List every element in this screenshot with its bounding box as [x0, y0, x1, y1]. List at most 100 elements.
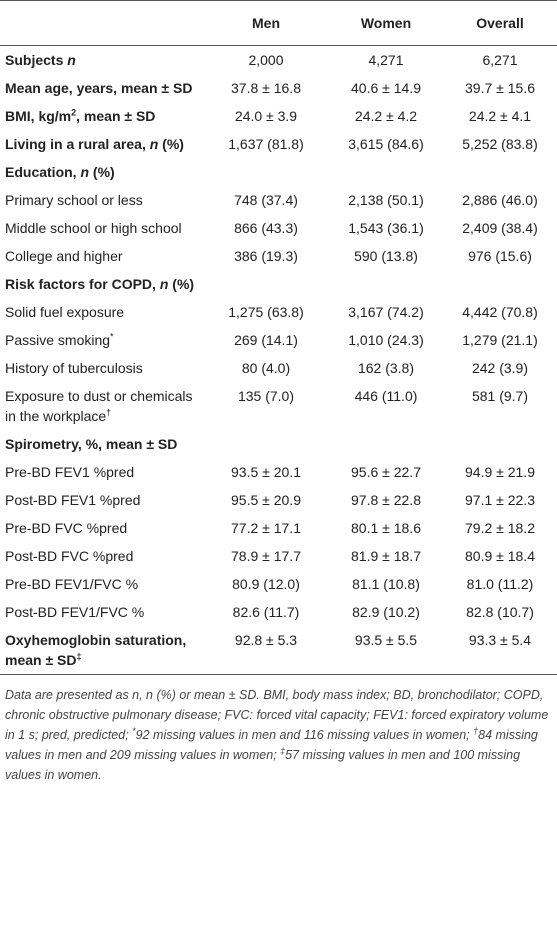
superscript: ‡	[280, 745, 286, 756]
text: Pre-BD FEV1/FVC %	[5, 576, 139, 592]
superscript: ‡	[76, 651, 82, 662]
row-label: Living in a rural area, n (%)	[0, 130, 203, 158]
cell: 93.5 ± 20.1	[231, 464, 301, 480]
row-label: Mean age, years, mean ± SD	[0, 74, 203, 102]
cell: 39.7 ± 15.6	[465, 80, 535, 96]
text: Oxyhemoglobin saturation, mean ± SD	[5, 632, 187, 668]
cell: 1,279 (21.1)	[462, 332, 538, 348]
table-row: Exposure to dust or chemicals in the wor…	[0, 382, 557, 430]
text: History of tuberculosis	[5, 360, 143, 376]
text: 92 missing values in men and 116 missing…	[135, 728, 474, 742]
cell: 1,543 (36.1)	[348, 220, 424, 236]
text: (%)	[158, 136, 184, 152]
cell: 40.6 ± 14.9	[351, 80, 421, 96]
table-row: Mean age, years, mean ± SD 37.8 ± 16.8 40.…	[0, 74, 557, 102]
superscript: †	[106, 407, 112, 418]
text: (%)	[168, 276, 195, 292]
superscript: †	[473, 725, 479, 736]
row-label: College and higher	[0, 242, 203, 270]
table-row: College and higher 386 (19.3) 590 (13.8) 97…	[0, 242, 557, 270]
italic-text: n	[80, 164, 90, 180]
row-label: History of tuberculosis	[0, 354, 203, 382]
table-row: Solid fuel exposure 1,275 (63.8) 3,167 (74…	[0, 298, 557, 326]
text: Risk factors for COPD,	[5, 276, 160, 292]
cell: 581 (9.7)	[471, 388, 529, 404]
row-label: Exposure to dust or chemicals in the wor…	[0, 382, 203, 430]
italic-text: n	[67, 52, 76, 68]
row-label: Solid fuel exposure	[0, 298, 203, 326]
superscript: 2	[71, 107, 77, 118]
header-row: Men Women Overall	[0, 0, 557, 46]
row-label: Pre-BD FEV1/FVC %	[0, 570, 203, 598]
cell: 78.9 ± 17.7	[231, 548, 301, 564]
row-label: Post-BD FVC %pred	[0, 542, 203, 570]
cell: 748 (37.4)	[234, 192, 298, 208]
cell: 2,886 (46.0)	[462, 192, 538, 208]
cell: 97.1 ± 22.3	[465, 492, 535, 508]
cell: 2,138 (50.1)	[348, 192, 424, 208]
cell: 2,409 (38.4)	[462, 220, 538, 236]
cell	[203, 270, 329, 298]
cell: 77.2 ± 17.1	[231, 520, 301, 536]
cell: 135 (7.0)	[237, 388, 295, 404]
cell: 93.5 ± 5.5	[354, 632, 418, 648]
cell: 5,252 (83.8)	[462, 136, 538, 152]
cell: 80.1 ± 18.6	[351, 520, 421, 536]
text: Solid fuel exposure	[5, 304, 125, 320]
text: Pre-BD FEV1 %pred	[5, 464, 135, 480]
cell	[203, 430, 329, 458]
table-row: Primary school or less 748 (37.4) 2,138 (5…	[0, 186, 557, 214]
cell: 81.1 (10.8)	[352, 576, 420, 592]
cell: 80.9 ± 18.4	[465, 548, 535, 564]
text: 57 missing values in men and 100 missing…	[5, 748, 521, 782]
table-row: Subjects n 2,000 4,271 6,271	[0, 46, 557, 75]
cell: 80.9 (12.0)	[232, 576, 300, 592]
cell: 24.2 ± 4.2	[354, 108, 418, 124]
table-row: Education, n (%)	[0, 158, 557, 186]
text: Living in a rural area,	[5, 136, 150, 152]
cell: 1,010 (24.3)	[348, 332, 424, 348]
row-label: Primary school or less	[0, 186, 203, 214]
text: Middle school or high school	[5, 220, 182, 236]
text: Post-BD FEV1/FVC %	[5, 604, 145, 620]
cell	[329, 430, 443, 458]
text: Exposure to dust or chemicals in the wor…	[5, 388, 193, 424]
text: 84 missing values in men and 209 missing…	[5, 728, 538, 762]
table-row: Pre-BD FEV1 %pred 93.5 ± 20.1 95.6 ± 22.7 9…	[0, 458, 557, 486]
superscript: *	[132, 725, 136, 736]
cell	[203, 158, 329, 186]
table-row: BMI, kg/m2, mean ± SD 24.0 ± 3.9 24.2 ± 4.…	[0, 102, 557, 130]
cell	[443, 270, 557, 298]
cell: 1,637 (81.8)	[228, 136, 304, 152]
cell: 4,271	[368, 52, 404, 68]
cell: 81.9 ± 18.7	[351, 548, 421, 564]
text: Post-BD FVC %pred	[5, 548, 134, 564]
cell: 3,615 (84.6)	[348, 136, 424, 152]
row-label: Passive smoking*	[0, 326, 203, 354]
table-row: Post-BD FEV1 %pred 95.5 ± 20.9 97.8 ± 22.8…	[0, 486, 557, 514]
text: Post-BD FEV1 %pred	[5, 492, 141, 508]
cell: 1,275 (63.8)	[228, 304, 304, 320]
cell: 93.3 ± 5.4	[468, 632, 532, 648]
cell: 95.5 ± 20.9	[231, 492, 301, 508]
cell: 242 (3.9)	[471, 360, 529, 376]
text: Data are presented as n, n (%) or mean ±…	[5, 688, 549, 742]
text: Passive smoking	[5, 332, 111, 348]
cell: 6,271	[482, 52, 518, 68]
italic-text: n	[159, 276, 169, 292]
table-row: Risk factors for COPD, n (%)	[0, 270, 557, 298]
cell: 95.6 ± 22.7	[351, 464, 421, 480]
table-row: Middle school or high school 866 (43.3) 1,…	[0, 214, 557, 242]
cell: 94.9 ± 21.9	[465, 464, 535, 480]
row-label: Post-BD FEV1 %pred	[0, 486, 203, 514]
table-row: Post-BD FVC %pred 78.9 ± 17.7 81.9 ± 18.7 8…	[0, 542, 557, 570]
row-label: Subjects n	[0, 46, 203, 75]
cell: 269 (14.1)	[234, 332, 298, 348]
superscript: *	[110, 331, 114, 342]
text: Pre-BD FVC %pred	[5, 520, 128, 536]
row-label: Middle school or high school	[0, 214, 203, 242]
text: (%)	[89, 164, 115, 180]
text: BMI, kg/m	[5, 108, 72, 124]
cell: 24.2 ± 4.1	[468, 108, 532, 124]
